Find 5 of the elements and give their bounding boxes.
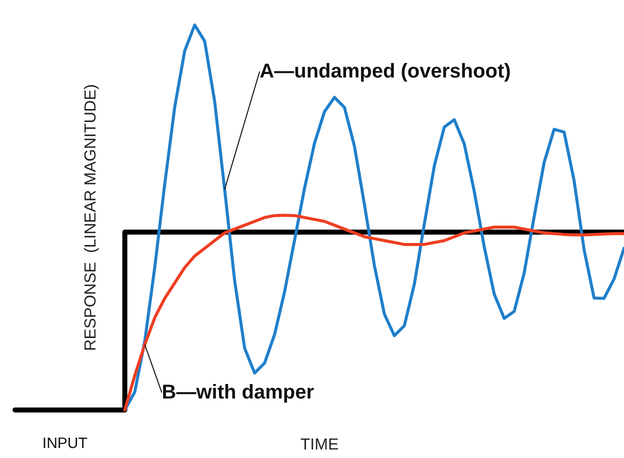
x-axis-title: TIME: [300, 436, 339, 454]
series-label: B—with damper: [162, 382, 314, 404]
text: A—undamped (overshoot): [260, 60, 511, 82]
series-label: INPUT: [42, 435, 88, 452]
y-axis-title: RESPONSE (LINEAR MAGNITUDE): [82, 84, 100, 351]
